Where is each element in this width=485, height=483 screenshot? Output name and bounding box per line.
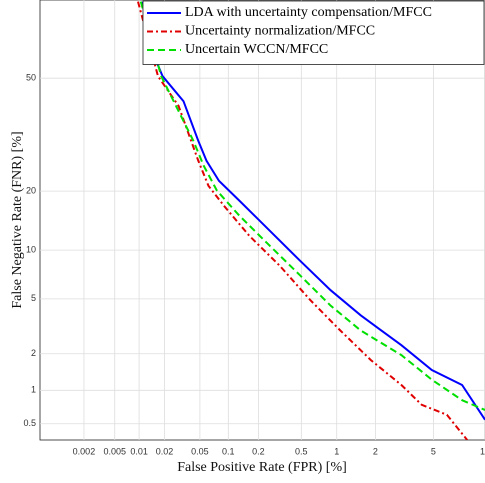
- y-tick-label: 10: [26, 245, 36, 255]
- x-tick-label: 2: [373, 446, 378, 456]
- legend-label: LDA with uncertainty compensation/MFCC: [185, 5, 432, 20]
- legend-label: Uncertainty normalization/MFCC: [185, 24, 375, 39]
- plot-area: [39, 0, 485, 441]
- x-tick-label: 0.01: [130, 446, 148, 456]
- x-tick-label: 1: [334, 446, 339, 456]
- x-tick-label: 0.1: [222, 446, 235, 456]
- y-tick-label: 20: [26, 185, 36, 195]
- legend-label: Uncertain WCCN/MFCC: [185, 42, 328, 57]
- x-tick-label: 0.005: [103, 446, 126, 456]
- series-line: [141, 1, 485, 421]
- x-tick-label: 0.2: [252, 446, 265, 456]
- series-line: [139, 1, 485, 411]
- lines: [137, 1, 485, 440]
- x-tick-label: 0.05: [191, 446, 209, 456]
- x-axis-label: False Positive Rate (FPR) [%]: [177, 460, 347, 475]
- legend-box: [142, 0, 485, 65]
- y-axis-label: False Negative Rate (FNR) [%]: [10, 131, 25, 308]
- y-tick-label: 5: [31, 293, 36, 303]
- legend: LDA with uncertainty compensation/MFCC Un…: [142, 0, 485, 65]
- y-tick-label: 2: [31, 348, 36, 358]
- series-line: [137, 1, 468, 440]
- x-tick-label: 10: [480, 446, 485, 456]
- y-tick-label: 1: [31, 385, 36, 395]
- x-tick-label: 0.5: [295, 446, 308, 456]
- y-tick-label: 0.5: [23, 418, 36, 428]
- x-tick-label: 0.002: [73, 446, 96, 456]
- x-tick-label: 5: [431, 446, 436, 456]
- x-tick-label: 0.02: [156, 446, 174, 456]
- y-tick-label: 50: [26, 73, 36, 83]
